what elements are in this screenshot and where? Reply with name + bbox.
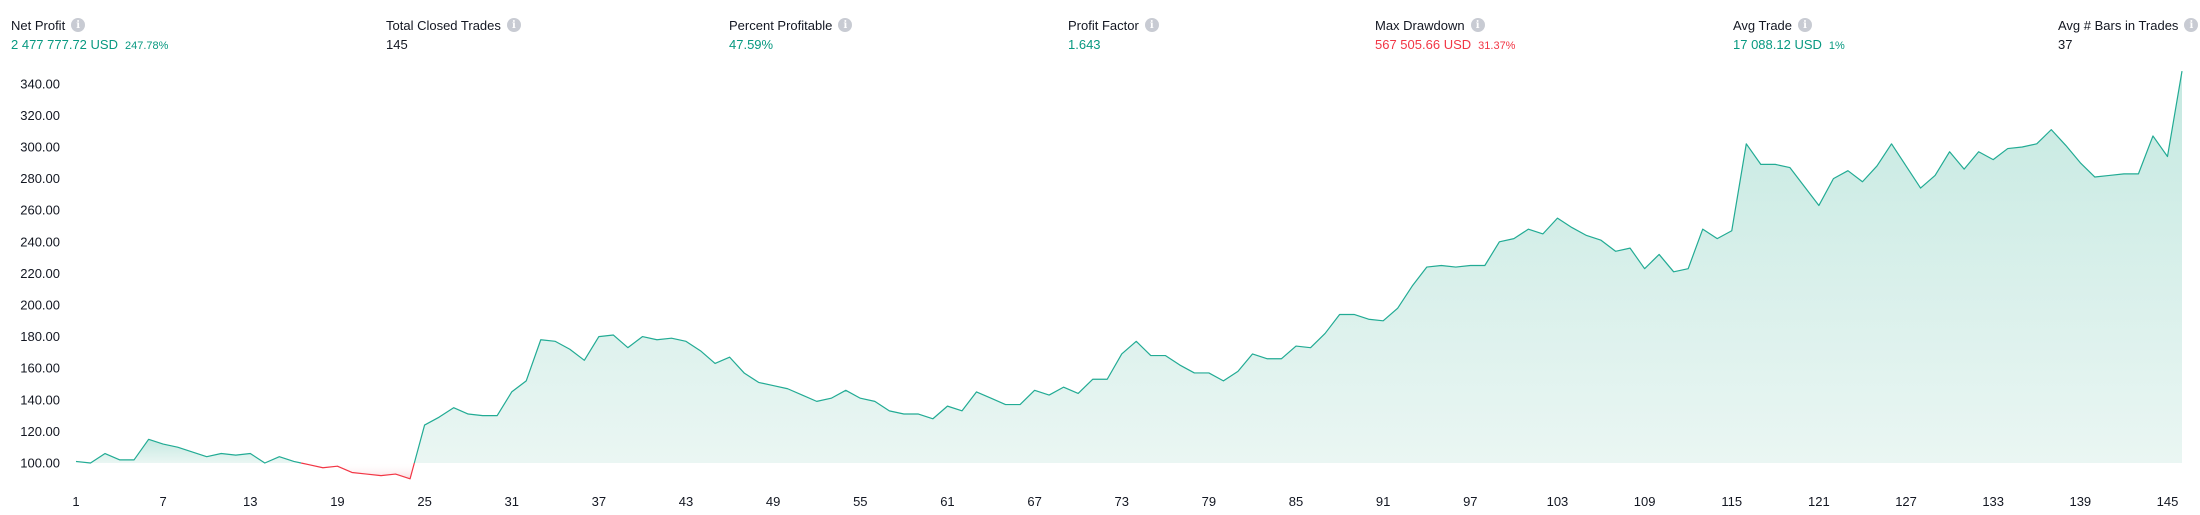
y-tick-label: 100.00	[20, 456, 60, 471]
stat-amount: 37	[2058, 37, 2072, 52]
x-tick-label: 43	[679, 494, 693, 509]
y-tick-label: 340.00	[20, 76, 60, 91]
stat-amount: 17 088.12	[1733, 37, 1791, 52]
x-tick-label: 31	[504, 494, 518, 509]
x-tick-label: 25	[417, 494, 431, 509]
x-tick-label: 73	[1115, 494, 1129, 509]
stat-title-label: Total Closed Trades	[386, 18, 501, 33]
x-tick-label: 55	[853, 494, 867, 509]
stat-avg-bars-in-trades: Avg # Bars in Trades i 37	[2058, 16, 2198, 52]
stat-amount: 145	[386, 37, 408, 52]
stat-avg-trade: Avg Trade i 17 088.12 USD 1%	[1733, 16, 1845, 52]
stat-title-label: Avg Trade	[1733, 18, 1792, 33]
x-tick-label: 139	[2069, 494, 2091, 509]
stat-value: 37	[2058, 37, 2198, 52]
x-tick-label: 127	[1895, 494, 1917, 509]
stat-percent: 31.37%	[1478, 40, 1515, 52]
x-tick-label: 133	[1982, 494, 2004, 509]
x-tick-label: 19	[330, 494, 344, 509]
stat-profit-factor: Profit Factor i 1.643	[1068, 16, 1159, 52]
stat-value: 2 477 777.72 USD 247.78%	[11, 37, 168, 52]
x-tick-label: 91	[1376, 494, 1390, 509]
stat-title: Avg # Bars in Trades i	[2058, 16, 2198, 34]
performance-summary: Net Profit i 2 477 777.72 USD 247.78% Tota…	[0, 0, 2200, 60]
x-tick-label: 103	[1547, 494, 1569, 509]
stat-title: Total Closed Trades i	[386, 16, 521, 34]
stat-amount: 1.643	[1068, 37, 1101, 52]
stat-title: Percent Profitable i	[729, 16, 852, 34]
stat-title: Max Drawdown i	[1375, 16, 1515, 34]
y-tick-label: 280.00	[20, 171, 60, 186]
x-tick-label: 97	[1463, 494, 1477, 509]
y-tick-label: 300.00	[20, 140, 60, 155]
stat-value: 47.59%	[729, 37, 852, 52]
stat-value: 567 505.66 USD 31.37%	[1375, 37, 1515, 52]
stat-value: 1.643	[1068, 37, 1159, 52]
stat-title-label: Avg # Bars in Trades	[2058, 18, 2178, 33]
profit-area-segment	[414, 71, 2182, 463]
y-tick-label: 240.00	[20, 234, 60, 249]
stat-total-closed-trades: Total Closed Trades i 145	[386, 16, 521, 52]
stat-unit: USD	[1444, 37, 1471, 52]
stat-max-drawdown: Max Drawdown i 567 505.66 USD 31.37%	[1375, 16, 1515, 52]
stat-title-label: Percent Profitable	[729, 18, 832, 33]
y-axis: 100.00 120.00 140.00 160.00 180.00 200.00 220.…	[20, 76, 60, 470]
x-tick-label: 1	[72, 494, 79, 509]
stat-amount: 47.59%	[729, 37, 773, 52]
info-icon[interactable]: i	[1145, 18, 1159, 32]
y-tick-label: 140.00	[20, 392, 60, 407]
x-tick-label: 109	[1634, 494, 1656, 509]
equity-chart[interactable]: 100.00 120.00 140.00 160.00 180.00 200.00 220.…	[0, 60, 2200, 515]
stat-percent-profitable: Percent Profitable i 47.59%	[729, 16, 852, 52]
x-tick-label: 145	[2157, 494, 2179, 509]
x-tick-label: 13	[243, 494, 257, 509]
x-tick-label: 79	[1202, 494, 1216, 509]
y-tick-label: 320.00	[20, 108, 60, 123]
stat-title: Profit Factor i	[1068, 16, 1159, 34]
info-icon[interactable]: i	[1798, 18, 1812, 32]
info-icon[interactable]: i	[2184, 18, 2198, 32]
stat-amount: 567 505.66	[1375, 37, 1440, 52]
equity-area	[76, 71, 2182, 479]
x-tick-label: 7	[160, 494, 167, 509]
y-tick-label: 180.00	[20, 329, 60, 344]
info-icon[interactable]: i	[71, 18, 85, 32]
x-axis: 1 7 13 19 25 31 37 43 49 55 61 67 73 79 85 91 97 103 109 11…	[72, 494, 2178, 509]
y-tick-label: 200.00	[20, 298, 60, 313]
info-icon[interactable]: i	[838, 18, 852, 32]
y-tick-label: 220.00	[20, 266, 60, 281]
stat-unit: USD	[91, 37, 118, 52]
stat-percent: 247.78%	[125, 40, 168, 52]
stat-title: Net Profit i	[11, 16, 168, 34]
info-icon[interactable]: i	[1471, 18, 1485, 32]
x-tick-label: 49	[766, 494, 780, 509]
stat-net-profit: Net Profit i 2 477 777.72 USD 247.78%	[11, 16, 168, 52]
y-tick-label: 120.00	[20, 424, 60, 439]
stat-title-label: Net Profit	[11, 18, 65, 33]
y-tick-label: 260.00	[20, 203, 60, 218]
x-tick-label: 85	[1289, 494, 1303, 509]
stat-title: Avg Trade i	[1733, 16, 1845, 34]
x-tick-label: 61	[940, 494, 954, 509]
stat-percent: 1%	[1829, 40, 1845, 52]
stat-unit: USD	[1794, 37, 1821, 52]
stat-value: 17 088.12 USD 1%	[1733, 37, 1845, 52]
x-tick-label: 67	[1027, 494, 1041, 509]
loss-area-segment	[301, 463, 414, 479]
stat-title-label: Max Drawdown	[1375, 18, 1465, 33]
x-tick-label: 37	[592, 494, 606, 509]
stat-title-label: Profit Factor	[1068, 18, 1139, 33]
y-tick-label: 160.00	[20, 361, 60, 376]
x-tick-label: 115	[1721, 494, 1742, 509]
info-icon[interactable]: i	[507, 18, 521, 32]
stat-value: 145	[386, 37, 521, 52]
x-tick-label: 121	[1808, 494, 1830, 509]
stat-amount: 2 477 777.72	[11, 37, 87, 52]
